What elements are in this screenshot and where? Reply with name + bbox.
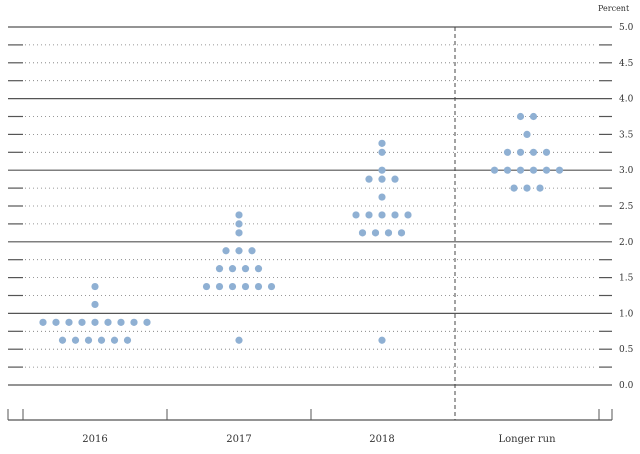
data-point (378, 166, 386, 174)
data-point (215, 265, 224, 273)
y-axis-label: Percent (598, 4, 630, 13)
data-point (529, 148, 538, 156)
data-point (235, 336, 243, 344)
data-point (378, 175, 386, 183)
data-point (378, 336, 386, 344)
data-point (523, 130, 531, 138)
data-point (384, 229, 393, 237)
data-point (65, 318, 73, 326)
data-point (529, 112, 538, 121)
data-point (91, 300, 99, 309)
data-point (365, 175, 373, 183)
data-point (542, 148, 551, 156)
data-point (254, 265, 263, 273)
y-tick-label: 5.0 (619, 23, 634, 33)
y-tick-label: 4.0 (619, 95, 634, 105)
data-point (490, 166, 499, 174)
data-point (254, 282, 263, 291)
data-point (228, 265, 237, 273)
x-tick-label: Longer run (498, 434, 556, 445)
data-point (378, 148, 386, 156)
data-point (529, 166, 538, 174)
y-tick-label: 3.5 (619, 130, 634, 140)
data-point (510, 184, 518, 192)
data-point (91, 282, 99, 291)
data-point (235, 247, 243, 255)
data-point (397, 229, 406, 237)
data-point (91, 318, 99, 326)
data-point (378, 193, 386, 201)
data-point (516, 112, 525, 121)
data-point (404, 211, 412, 219)
data-point (358, 229, 367, 237)
data-point (58, 336, 67, 344)
y-tick-label: 1.0 (619, 309, 634, 319)
data-point (391, 175, 399, 183)
x-tick-label: 2017 (226, 434, 251, 445)
data-point (371, 229, 380, 237)
data-point (235, 220, 243, 228)
data-point (352, 211, 360, 219)
data-point (516, 148, 525, 156)
y-tick-label: 0.5 (619, 345, 634, 355)
data-point (516, 166, 525, 174)
data-point (555, 166, 564, 174)
data-point (202, 282, 211, 291)
y-tick-label: 4.5 (619, 59, 634, 69)
data-point (542, 166, 551, 174)
y-tick-label: 3.0 (619, 166, 634, 176)
data-point (536, 184, 544, 192)
y-tick-label: 0.0 (619, 381, 634, 391)
data-point (84, 336, 93, 344)
data-point (97, 336, 106, 344)
data-point (365, 211, 373, 219)
data-point (241, 265, 250, 273)
y-tick-label: 2.0 (619, 238, 634, 248)
data-point (391, 211, 399, 219)
data-point (235, 229, 243, 237)
data-point (222, 247, 230, 255)
x-tick-label: 2018 (369, 434, 394, 445)
data-point (52, 318, 60, 326)
data-point (110, 336, 119, 344)
x-tick-label: 2016 (82, 434, 107, 445)
data-point (503, 166, 512, 174)
data-point (378, 211, 386, 219)
data-point (215, 282, 224, 291)
y-tick-label: 1.5 (619, 274, 634, 284)
data-point (523, 184, 531, 192)
data-point (117, 318, 125, 326)
data-point (71, 336, 80, 344)
data-point (503, 148, 512, 156)
data-point (39, 318, 47, 326)
data-point (130, 318, 138, 326)
y-tick-label: 2.5 (619, 202, 634, 212)
data-point (78, 318, 86, 326)
data-point (378, 139, 386, 147)
data-point (228, 282, 237, 291)
data-point (241, 282, 250, 291)
data-point (104, 318, 112, 326)
data-point (248, 247, 256, 255)
data-point (143, 318, 151, 326)
data-point (235, 211, 243, 219)
data-point (123, 336, 132, 344)
data-point (267, 282, 276, 291)
